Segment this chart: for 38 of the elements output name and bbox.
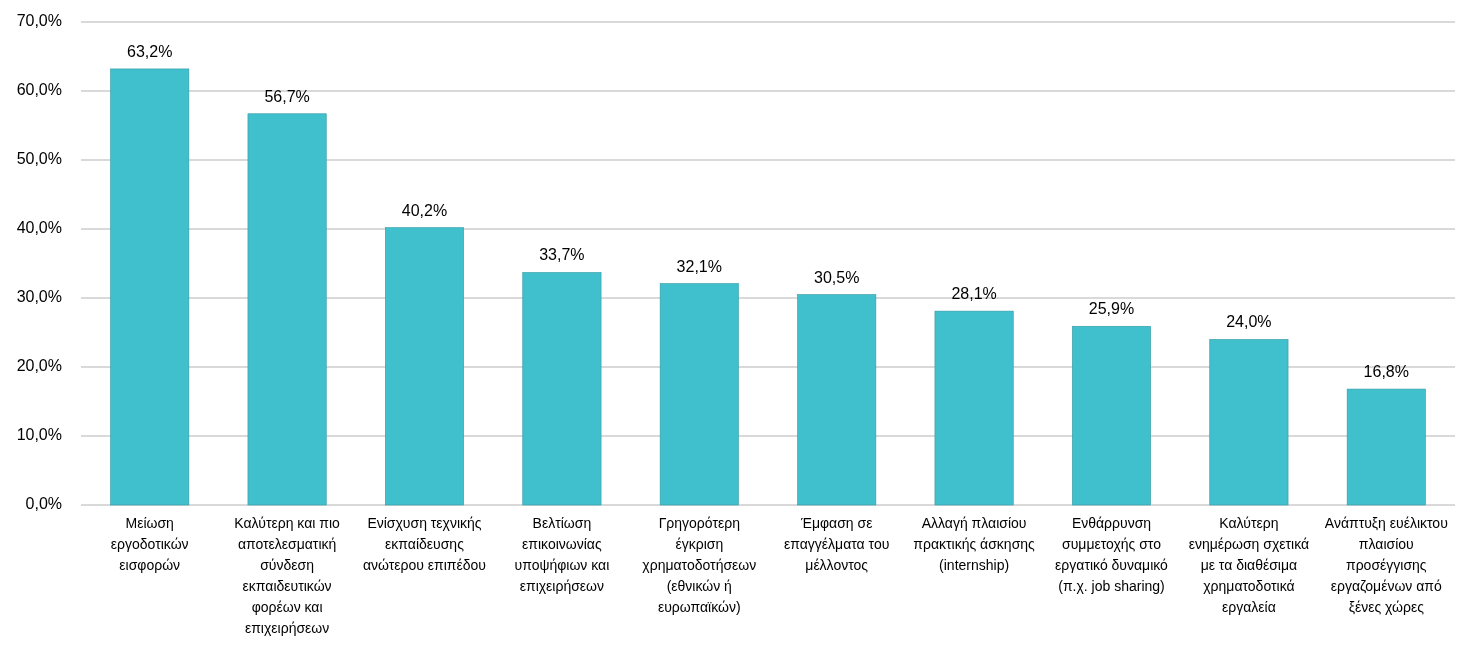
data-label: 16,8%: [1363, 363, 1409, 381]
data-label: 32,1%: [676, 257, 722, 275]
bar: [385, 227, 464, 506]
bar: [522, 272, 602, 506]
y-tick-label: 0,0%: [25, 495, 62, 513]
y-tick-label: 30,0%: [16, 288, 62, 306]
data-label: 56,7%: [264, 87, 310, 105]
data-label: 30,5%: [814, 268, 860, 286]
x-tick-label: Έμφαση σε επαγγέλματα του μέλλοντος: [784, 515, 890, 573]
bar: [797, 294, 877, 506]
y-tick-label: 20,0%: [16, 357, 62, 375]
x-tick-label: Ενίσχυση τεχνικής εκπαίδευσης ανώτερου επιπέδου: [362, 515, 487, 573]
y-tick-label: 10,0%: [16, 426, 62, 444]
data-label: 28,1%: [951, 285, 997, 303]
bar: [934, 310, 1014, 506]
bar: [1209, 339, 1289, 506]
y-tick-label: 70,0%: [16, 12, 62, 30]
bar: [247, 113, 327, 506]
x-tick-label: Γρηγορότερη έγκριση χρηματοδοτήσεων (εθνικών ή ευρωπαϊκών): [642, 515, 757, 615]
bar: [1346, 388, 1426, 506]
x-tick-label: Καλύτερη ενημέρωση σχετικά με τα διαθέσιμα χρηματοδοτικά εργαλεία: [1188, 515, 1310, 615]
y-tick-label: 40,0%: [16, 219, 62, 237]
y-tick-label: 50,0%: [16, 150, 62, 168]
data-label: 25,9%: [1088, 300, 1135, 318]
bar: [1072, 325, 1151, 506]
data-label: 63,2%: [127, 42, 173, 60]
x-tick-label: Αλλαγή πλαισίου πρακτικής άσκησης (internship): [913, 515, 1036, 573]
x-tick-label: Καλύτερη και πιο αποτελεσματική σύνδεση εκπαιδευτικών φορέων και επιχειρήσεων: [234, 515, 341, 636]
x-tick-label: Ενθάρρυνση συμμετοχής στο εργατικό δυναμικό (π.χ. job sharing): [1055, 515, 1169, 594]
x-tick-label: Βελτίωση επικοινωνίας υποψήφιων και επιχειρήσεων: [514, 515, 610, 594]
data-label: 33,7%: [539, 246, 585, 264]
x-tick-label: Ανάπτυξη ευέλικτου πλαισίου προσέγγισης εργαζομένων από ξένες χώρες: [1324, 515, 1448, 615]
data-label: 40,2%: [401, 201, 448, 219]
x-tick-label: Μείωση εργοδοτικών εισφορών: [110, 515, 189, 573]
bar: [110, 68, 190, 506]
data-label: 24,0%: [1226, 313, 1272, 331]
bar: [659, 283, 739, 506]
y-tick-label: 60,0%: [16, 81, 62, 99]
